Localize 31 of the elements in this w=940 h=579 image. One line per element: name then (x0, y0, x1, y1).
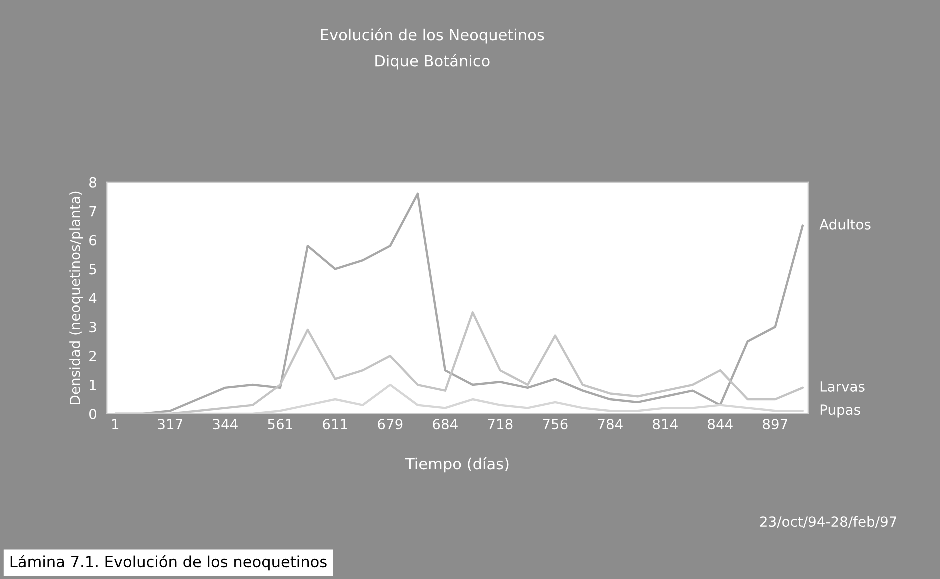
chart-subtitle: Dique Botánico (376, 54, 490, 70)
x-tick-label: 897 (763, 419, 788, 430)
text: 23/oct/94-28/feb/97 (760, 516, 897, 528)
series-label: Larvas (820, 382, 865, 392)
x-tick-label: 756 (543, 419, 568, 430)
y-tick-label: 8 (90, 177, 96, 188)
x-axis-title: Tiempo (días) (406, 457, 509, 473)
text: Lámina 7.1. Evolución de los neoquetinos (10, 555, 327, 571)
x-tick-label: 317 (158, 419, 182, 430)
x-tick-label: 561 (268, 419, 292, 430)
y-tick-label: 4 (89, 293, 97, 304)
y-tick-label: 6 (90, 235, 97, 246)
series-label: Pupas (820, 404, 860, 418)
x-tick-label: 684 (433, 419, 458, 430)
x-tick-label: 718 (488, 419, 513, 430)
x-tick-label: 1 (112, 419, 119, 430)
y-tick-label: 1 (90, 380, 96, 390)
series-label: Adultos (820, 219, 871, 230)
y-tick-label: 2 (90, 351, 96, 362)
y-tick-label: 7 (90, 206, 96, 217)
x-tick-label: 784 (598, 419, 623, 430)
y-tick-label: 5 (90, 264, 96, 275)
y-tick-label: 0 (90, 408, 97, 420)
x-tick-label: 679 (378, 419, 403, 430)
y-axis-title: Densidad (neoquetinos/planta) (70, 192, 84, 404)
x-tick-label: 844 (708, 419, 733, 430)
x-tick-label: 814 (653, 419, 678, 430)
y-tick-label: 3 (90, 322, 96, 333)
chart-title: Evolución de los Neoquetinos (321, 28, 544, 44)
x-tick-label: 611 (323, 419, 348, 430)
x-tick-label: 344 (213, 419, 238, 430)
